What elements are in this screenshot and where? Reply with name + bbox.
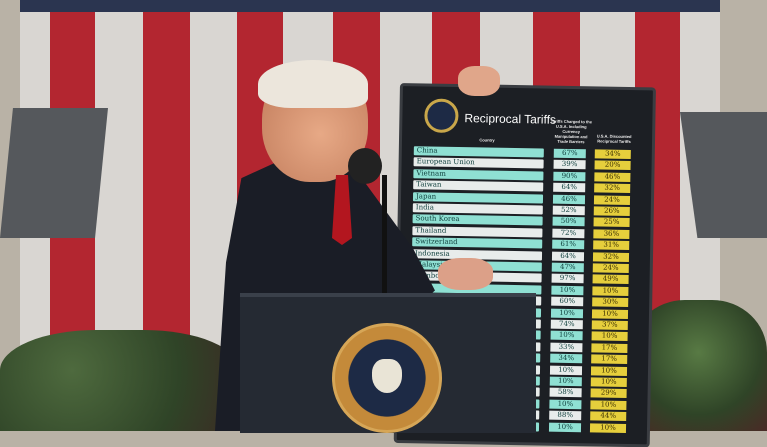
row-charged-tariff: 47%: [551, 262, 584, 273]
speaker-hand-top: [458, 66, 500, 96]
podium: [240, 293, 536, 433]
row-reciprocal-tariff: 10%: [589, 422, 627, 433]
row-charged-tariff: 10%: [551, 285, 584, 296]
row-country: South Korea: [412, 214, 543, 226]
speaker-hand: [438, 258, 493, 290]
row-charged-tariff: 52%: [552, 205, 585, 216]
row-charged-tariff: 90%: [553, 171, 586, 182]
row-reciprocal-tariff: 24%: [593, 194, 631, 205]
row-charged-tariff: 10%: [549, 365, 583, 375]
presidential-seal-icon: [424, 98, 459, 134]
row-reciprocal-tariff: 29%: [590, 388, 627, 399]
microphone-stand: [382, 175, 387, 295]
row-charged-tariff: 39%: [553, 160, 586, 170]
row-charged-tariff: 61%: [552, 239, 585, 250]
row-charged-tariff: 10%: [549, 376, 582, 387]
microphone: [348, 148, 382, 184]
row-reciprocal-tariff: 37%: [591, 320, 628, 331]
row-reciprocal-tariff: 25%: [593, 217, 630, 228]
row-charged-tariff: 46%: [552, 194, 586, 204]
speaker-tie: [332, 175, 352, 245]
row-reciprocal-tariff: 10%: [590, 365, 628, 376]
row-country: Taiwan: [413, 180, 544, 192]
row-charged-tariff: 67%: [553, 148, 586, 159]
row-charged-tariff: 97%: [551, 274, 584, 284]
speaker-right: [680, 112, 767, 238]
bushes-right: [630, 300, 767, 431]
row-charged-tariff: 60%: [551, 296, 584, 307]
row-charged-tariff: 10%: [550, 308, 584, 318]
speaker-left: [0, 108, 108, 238]
row-reciprocal-tariff: 10%: [590, 400, 627, 410]
row-reciprocal-tariff: 30%: [592, 297, 629, 308]
row-reciprocal-tariff: 10%: [592, 286, 629, 296]
row-reciprocal-tariff: 32%: [594, 183, 631, 194]
row-country: China: [413, 146, 544, 158]
row-charged-tariff: 58%: [549, 388, 582, 398]
bushes-left: [0, 330, 240, 431]
board-title: Reciprocal Tariffs: [464, 111, 557, 127]
header-charged: Tariffs Charged to the U.S.A. Including …: [550, 118, 593, 145]
row-charged-tariff: 88%: [549, 410, 582, 421]
row-charged-tariff: 64%: [551, 251, 585, 261]
eagle-icon: [372, 359, 402, 393]
row-charged-tariff: 33%: [550, 342, 583, 353]
row-charged-tariff: 50%: [552, 217, 585, 227]
row-reciprocal-tariff: 49%: [592, 274, 629, 285]
row-reciprocal-tariff: 34%: [594, 149, 631, 160]
row-country: Switzerland: [412, 237, 543, 249]
row-reciprocal-tariff: 26%: [593, 206, 630, 217]
row-country: Thailand: [412, 226, 543, 238]
row-charged-tariff: 10%: [550, 331, 583, 341]
row-reciprocal-tariff: 36%: [593, 229, 630, 239]
row-reciprocal-tariff: 46%: [594, 172, 631, 182]
row-reciprocal-tariff: 31%: [593, 240, 630, 251]
header-reciprocal: U.S.A. Discounted Reciprocal Tariffs: [596, 133, 632, 145]
row-charged-tariff: 74%: [550, 319, 583, 330]
row-charged-tariff: 34%: [550, 353, 583, 364]
row-reciprocal-tariff: 17%: [591, 343, 628, 353]
row-charged-tariff: 10%: [548, 422, 582, 432]
row-country: Japan: [412, 191, 544, 204]
row-reciprocal-tariff: 20%: [594, 160, 631, 171]
row-country: India: [412, 203, 543, 215]
podium-seal: [332, 323, 442, 433]
header-country: Country: [479, 137, 495, 143]
row-country: Vietnam: [413, 169, 544, 181]
speaker-hair: [258, 60, 368, 108]
row-reciprocal-tariff: 10%: [591, 308, 629, 319]
row-charged-tariff: 64%: [553, 182, 586, 193]
row-reciprocal-tariff: 10%: [591, 331, 628, 342]
row-country: European Union: [413, 157, 544, 169]
row-reciprocal-tariff: 10%: [590, 377, 627, 388]
row-reciprocal-tariff: 32%: [592, 251, 630, 262]
row-reciprocal-tariff: 44%: [590, 411, 627, 422]
row-charged-tariff: 72%: [552, 228, 585, 239]
row-charged-tariff: 10%: [549, 399, 582, 410]
row-reciprocal-tariff: 17%: [591, 354, 628, 365]
row-reciprocal-tariff: 24%: [592, 263, 629, 274]
